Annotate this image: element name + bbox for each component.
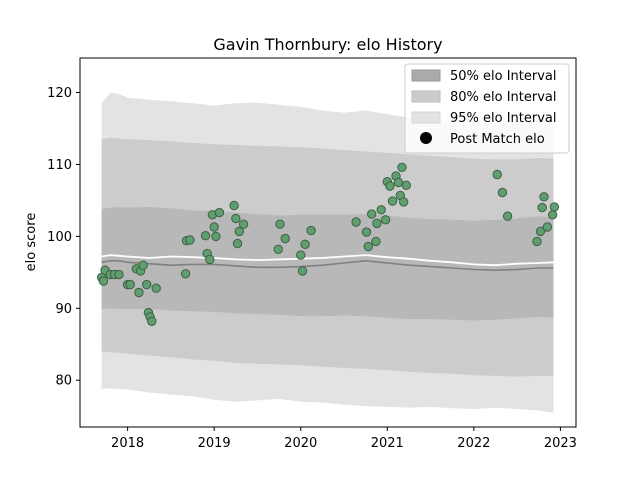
data-point	[351, 217, 361, 227]
legend-frame	[404, 63, 570, 154]
plot-area	[96, 92, 560, 413]
data-point	[205, 254, 215, 265]
data-point	[297, 266, 308, 276]
data-point	[376, 205, 386, 215]
data-point	[371, 236, 381, 247]
data-point	[280, 233, 290, 244]
data-point	[234, 226, 245, 237]
data-point	[147, 316, 157, 326]
data-point	[393, 177, 404, 188]
mean-elo-line	[101, 254, 554, 267]
data-point	[114, 269, 124, 280]
x-tick-label: 2021	[371, 436, 404, 451]
data-point	[380, 215, 391, 225]
legend-label-50: 50% elo Interval	[450, 69, 557, 84]
data-point	[532, 236, 542, 247]
data-point	[229, 200, 239, 211]
data-point	[306, 225, 316, 236]
y-tick-label: 120	[47, 86, 72, 101]
data-point	[214, 207, 225, 218]
data-point	[275, 219, 285, 229]
data-point	[273, 244, 283, 255]
data-point	[209, 222, 219, 232]
data-point	[211, 231, 221, 242]
x-tick-label: 2020	[284, 436, 317, 451]
data-point	[397, 162, 407, 173]
data-point	[296, 250, 306, 260]
x-tick-label: 2018	[111, 436, 144, 451]
data-point	[537, 202, 547, 213]
data-point	[200, 231, 211, 241]
data-point	[492, 169, 502, 180]
data-point	[549, 202, 560, 212]
y-tick-label: 90	[55, 302, 72, 317]
chart-title: Gavin Thornbury: elo History	[213, 35, 442, 54]
data-point	[542, 222, 553, 232]
data-point	[385, 181, 395, 191]
legend-swatch-50	[411, 69, 441, 82]
legend-label-80: 80% elo Interval	[450, 90, 557, 105]
y-tick-label: 110	[47, 158, 72, 173]
data-point	[134, 287, 144, 298]
y-tick-label: 100	[47, 230, 72, 245]
data-point	[232, 238, 243, 249]
data-point	[399, 197, 409, 207]
legend-swatch-95	[411, 111, 441, 124]
data-point	[151, 283, 161, 293]
data-point	[98, 276, 109, 286]
x-tick-label: 2022	[457, 436, 490, 451]
data-point	[231, 213, 241, 224]
data-point	[367, 209, 377, 219]
legend-label-points: Post Match elo	[450, 132, 545, 147]
data-point	[185, 235, 195, 245]
legend-marker-points	[420, 132, 432, 144]
data-point	[138, 260, 148, 270]
data-point	[547, 210, 558, 220]
data-point	[361, 227, 372, 237]
x-tick-label: 2023	[544, 436, 577, 451]
legend-swatch-80	[411, 90, 441, 103]
data-point	[180, 269, 191, 279]
data-point	[300, 239, 310, 250]
y-axis: 80 90 100 110 120	[47, 86, 80, 389]
data-point	[535, 226, 546, 237]
data-point	[363, 241, 373, 252]
plot-frame	[79, 57, 577, 428]
post-match-points	[96, 162, 560, 326]
legend: 50% elo Interval 80% elo Interval 95% el…	[404, 63, 570, 154]
legend-label-95: 95% elo Interval	[450, 111, 557, 126]
data-point	[238, 219, 249, 229]
y-tick-label: 80	[55, 374, 72, 389]
data-point	[142, 279, 152, 290]
data-point	[401, 180, 411, 191]
data-point	[497, 187, 508, 198]
y-axis-label: elo score	[24, 213, 39, 272]
data-point	[372, 218, 382, 229]
data-point	[125, 279, 135, 290]
data-point	[539, 192, 549, 202]
x-tick-label: 2019	[198, 436, 231, 451]
data-point	[387, 196, 398, 206]
data-point	[502, 211, 513, 221]
band-50-interval	[101, 206, 554, 321]
x-axis: 2018 2019 2020 2021 2022 2023	[111, 427, 577, 451]
